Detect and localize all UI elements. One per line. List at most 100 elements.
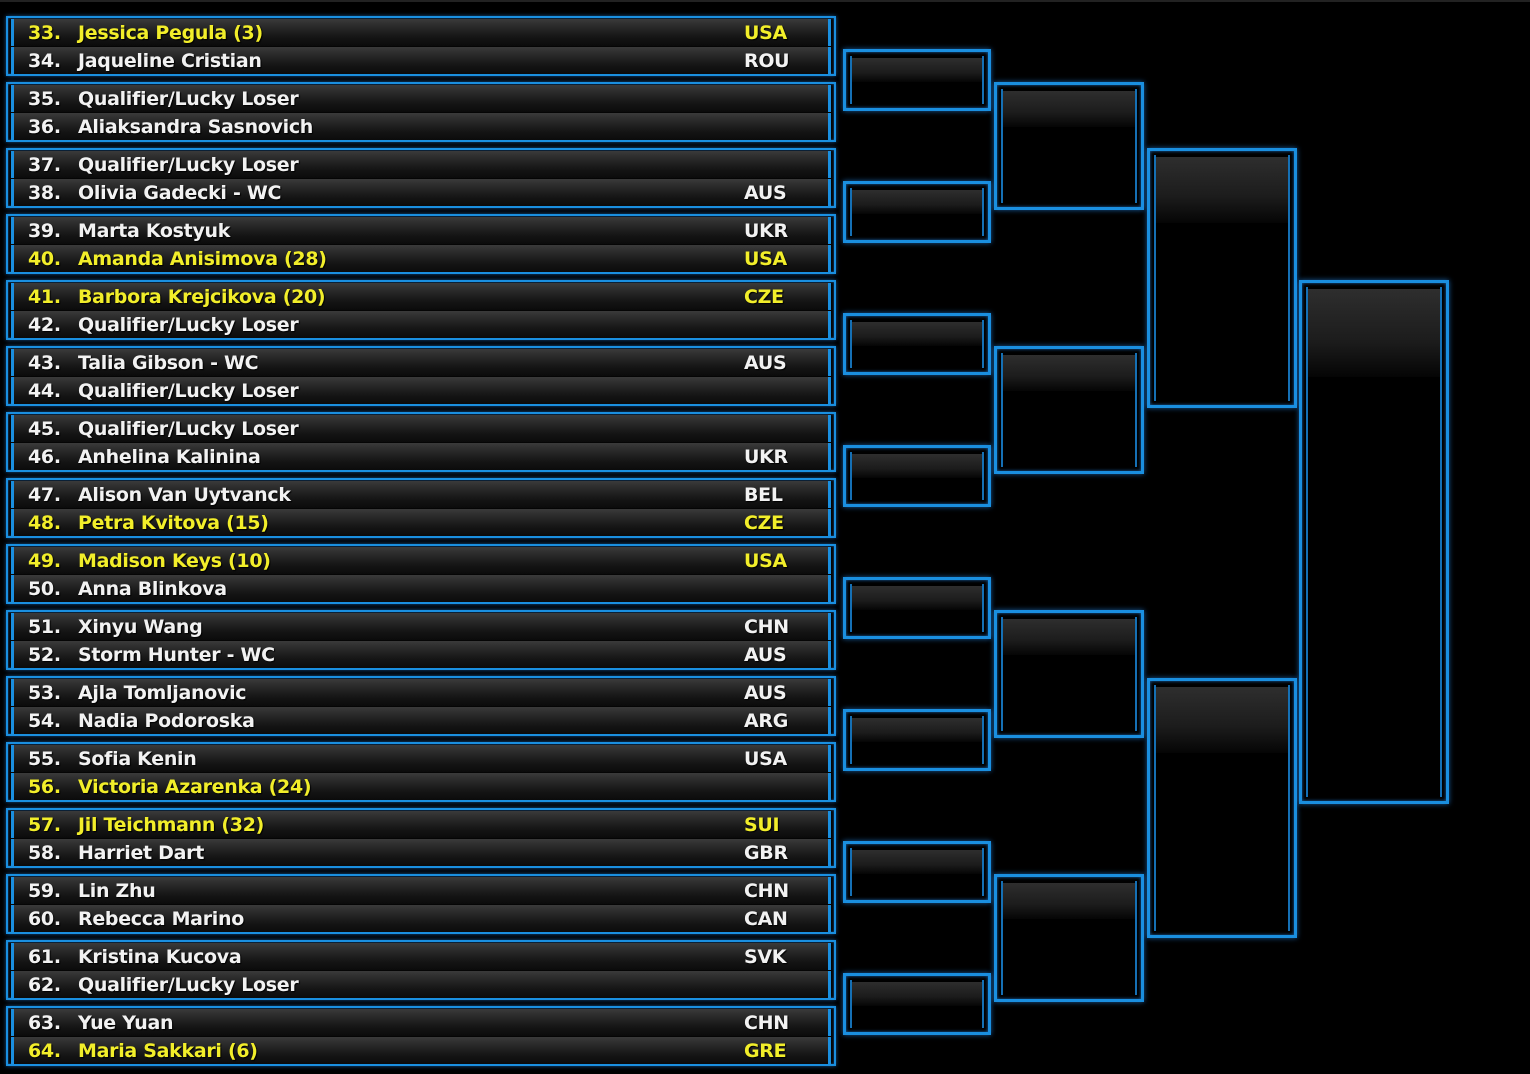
player-row[interactable]: 63. Yue Yuan CHN: [11, 1009, 831, 1036]
player-country: CHN: [744, 616, 789, 638]
first-round-match: 57. Jil Teichmann (32) SUI 58. Harriet Dart G…: [6, 808, 836, 868]
player-row[interactable]: 45. Qualifier/Lucky Loser: [11, 415, 831, 442]
first-round-match: 45. Qualifier/Lucky Loser 46. Anhelina Kali…: [6, 412, 836, 472]
player-row[interactable]: 62. Qualifier/Lucky Loser: [11, 971, 831, 998]
draw-position: 42.: [28, 314, 61, 336]
draw-position: 47.: [28, 484, 61, 506]
player-row[interactable]: 34. Jaqueline Cristian ROU: [11, 47, 831, 74]
player-row[interactable]: 60. Rebecca Marino CAN: [11, 905, 831, 932]
draw-position: 52.: [28, 644, 61, 666]
player-country: BEL: [744, 484, 783, 506]
player-row[interactable]: 58. Harriet Dart GBR: [11, 839, 831, 866]
draw-position: 38.: [28, 182, 61, 204]
first-round-match: 37. Qualifier/Lucky Loser 38. Olivia Gadeck…: [6, 148, 836, 208]
player-name: Qualifier/Lucky Loser: [78, 314, 299, 336]
box-shine: [852, 454, 982, 478]
draw-position: 62.: [28, 974, 61, 996]
player-row[interactable]: 41. Barbora Krejcikova (20) CZE: [11, 283, 831, 310]
player-name: Yue Yuan: [78, 1012, 174, 1034]
round3-slot: [994, 610, 1144, 738]
player-name: Storm Hunter - WC: [78, 644, 275, 666]
player-name: Olivia Gadecki - WC: [78, 182, 282, 204]
player-row[interactable]: 33. Jessica Pegula (3) USA: [11, 19, 831, 46]
round4-slot: [1147, 148, 1297, 408]
player-row[interactable]: 57. Jil Teichmann (32) SUI: [11, 811, 831, 838]
box-inner-frame: [850, 188, 984, 236]
player-country: AUS: [744, 352, 787, 374]
draw-position: 36.: [28, 116, 61, 138]
round2-slot: [843, 313, 991, 375]
player-name: Ajla Tomljanovic: [78, 682, 247, 704]
player-country: UKR: [744, 446, 788, 468]
round3-slot: [994, 874, 1144, 1002]
player-row[interactable]: 46. Anhelina Kalinina UKR: [11, 443, 831, 470]
first-round-match: 59. Lin Zhu CHN 60. Rebecca Marino CAN: [6, 874, 836, 934]
player-row[interactable]: 50. Anna Blinkova: [11, 575, 831, 602]
player-name: Amanda Anisimova (28): [78, 248, 327, 270]
player-name: Maria Sakkari (6): [78, 1040, 258, 1062]
player-country: USA: [744, 22, 787, 44]
first-round-match: 39. Marta Kostyuk UKR 40. Amanda Anisimova (…: [6, 214, 836, 274]
player-country: ARG: [744, 710, 789, 732]
first-round-match: 47. Alison Van Uytvanck BEL 48. Petra Kvitov…: [6, 478, 836, 538]
player-row[interactable]: 52. Storm Hunter - WC AUS: [11, 641, 831, 668]
box-inner-frame: [1001, 89, 1137, 203]
draw-position: 59.: [28, 880, 61, 902]
box-shine: [852, 58, 982, 82]
box-inner-frame: [1001, 353, 1137, 467]
draw-position: 56.: [28, 776, 61, 798]
player-row[interactable]: 37. Qualifier/Lucky Loser: [11, 151, 831, 178]
box-inner-frame: [850, 320, 984, 368]
player-row[interactable]: 54. Nadia Podoroska ARG: [11, 707, 831, 734]
player-country: GRE: [744, 1040, 787, 1062]
draw-position: 58.: [28, 842, 61, 864]
player-row[interactable]: 56. Victoria Azarenka (24): [11, 773, 831, 800]
player-country: AUS: [744, 644, 787, 666]
player-name: Qualifier/Lucky Loser: [78, 88, 299, 110]
box-shine: [1156, 687, 1288, 753]
player-row[interactable]: 36. Aliaksandra Sasnovich: [11, 113, 831, 140]
player-row[interactable]: 51. Xinyu Wang CHN: [11, 613, 831, 640]
player-name: Qualifier/Lucky Loser: [78, 418, 299, 440]
player-row[interactable]: 38. Olivia Gadecki - WC AUS: [11, 179, 831, 206]
draw-position: 55.: [28, 748, 61, 770]
player-country: USA: [744, 550, 787, 572]
draw-position: 44.: [28, 380, 61, 402]
player-row[interactable]: 44. Qualifier/Lucky Loser: [11, 377, 831, 404]
player-row[interactable]: 35. Qualifier/Lucky Loser: [11, 85, 831, 112]
first-round-match: 63. Yue Yuan CHN 64. Maria Sakkari (6) GRE: [6, 1006, 836, 1066]
round5-slot: [1299, 280, 1449, 804]
box-inner-frame: [1154, 155, 1290, 401]
box-inner-frame: [850, 716, 984, 764]
round2-slot: [843, 49, 991, 111]
box-inner-frame: [1001, 617, 1137, 731]
box-shine: [852, 850, 982, 874]
box-inner-frame: [850, 584, 984, 632]
player-row[interactable]: 59. Lin Zhu CHN: [11, 877, 831, 904]
box-inner-frame: [1154, 685, 1290, 931]
player-row[interactable]: 43. Talia Gibson - WC AUS: [11, 349, 831, 376]
player-row[interactable]: 48. Petra Kvitova (15) CZE: [11, 509, 831, 536]
player-row[interactable]: 55. Sofia Kenin USA: [11, 745, 831, 772]
player-name: Petra Kvitova (15): [78, 512, 269, 534]
round2-slot: [843, 841, 991, 903]
draw-position: 51.: [28, 616, 61, 638]
first-round-match: 61. Kristina Kucova SVK 62. Qualifier/Lucky …: [6, 940, 836, 1000]
player-country: AUS: [744, 182, 787, 204]
box-shine: [1308, 289, 1440, 377]
draw-position: 61.: [28, 946, 61, 968]
player-row[interactable]: 47. Alison Van Uytvanck BEL: [11, 481, 831, 508]
draw-position: 49.: [28, 550, 61, 572]
player-row[interactable]: 49. Madison Keys (10) USA: [11, 547, 831, 574]
player-row[interactable]: 64. Maria Sakkari (6) GRE: [11, 1037, 831, 1064]
player-row[interactable]: 61. Kristina Kucova SVK: [11, 943, 831, 970]
box-shine: [852, 586, 982, 610]
box-shine: [1003, 883, 1135, 919]
player-row[interactable]: 53. Ajla Tomljanovic AUS: [11, 679, 831, 706]
player-row[interactable]: 42. Qualifier/Lucky Loser: [11, 311, 831, 338]
box-inner-frame: [850, 980, 984, 1028]
player-row[interactable]: 40. Amanda Anisimova (28) USA: [11, 245, 831, 272]
draw-position: 48.: [28, 512, 61, 534]
player-row[interactable]: 39. Marta Kostyuk UKR: [11, 217, 831, 244]
